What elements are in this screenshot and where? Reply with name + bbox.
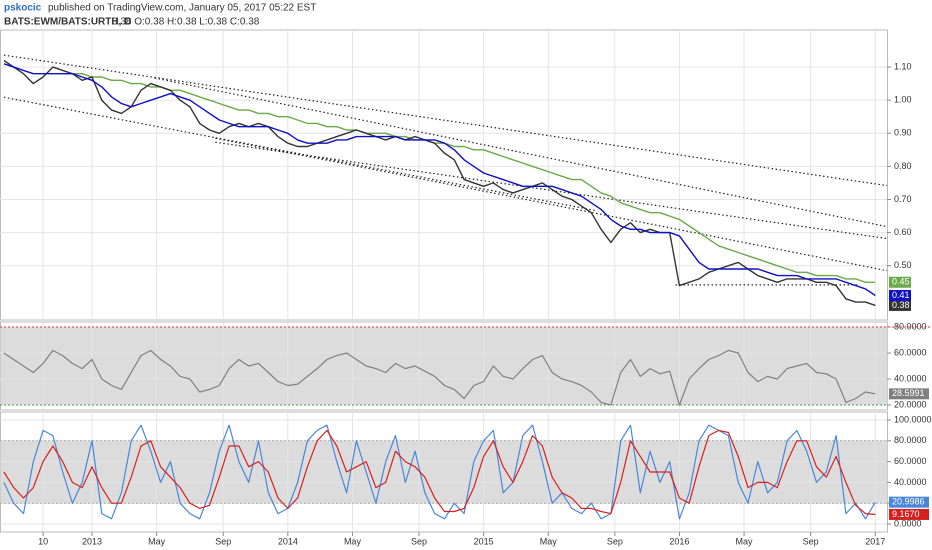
series-line (62, 73, 876, 283)
x-tick-label: 2017 (865, 536, 885, 546)
y-tick-label: 20.0000 (894, 399, 927, 409)
x-tick-label: May (736, 536, 754, 546)
trend-line (154, 77, 888, 228)
band-fill (0, 327, 888, 405)
y-tick-label: 1.10 (894, 61, 912, 71)
last-value-box (889, 290, 911, 302)
y-tick-label: 60.0000 (894, 456, 927, 466)
x-tick-label: Sep (411, 536, 427, 546)
y-tick-label: 1.00 (894, 95, 912, 105)
x-tick-label: Sep (803, 536, 819, 546)
last-value-label: 0.45 (892, 277, 910, 287)
x-tick-label: 2015 (474, 536, 494, 546)
y-tick-label: 0.80 (894, 161, 912, 171)
y-tick-label: 0.90 (894, 128, 912, 138)
last-value-box (889, 496, 929, 508)
band-fill (0, 440, 888, 504)
x-tick-label: 10 (38, 536, 48, 546)
ohlc: 0.38 O:0.38 H:0.38 L:0.38 C:0.38 (112, 17, 260, 28)
x-tick-label: May (540, 536, 558, 546)
x-tick-label: May (148, 536, 166, 546)
y-tick-label: 0.50 (894, 260, 912, 270)
last-value-box (889, 299, 911, 311)
y-tick-label: 0.70 (894, 194, 912, 204)
y-tick-label: 100.0000 (894, 414, 932, 424)
y-tick-label: 40.0000 (894, 373, 927, 383)
author[interactable]: pskocic (4, 3, 42, 14)
series-line (3, 424, 876, 520)
x-tick-label: Sep (607, 536, 623, 546)
y-tick-label: 0.60 (894, 227, 912, 237)
last-value-label: 0.41 (892, 290, 910, 300)
last-value-label: 9.1670 (892, 509, 920, 519)
x-tick-label: Sep (215, 536, 231, 546)
published: published on TradingView.com, January 05… (48, 3, 316, 14)
x-tick-label: 2014 (278, 536, 298, 546)
x-tick-label: 2013 (82, 536, 102, 546)
y-tick-label: 40.0000 (894, 477, 927, 487)
series-line (3, 59, 876, 307)
pane (0, 29, 888, 321)
series-line (3, 429, 876, 516)
last-value-label: 28.5991 (892, 388, 925, 398)
y-tick-label: 60.0000 (894, 347, 927, 357)
last-value-box (889, 276, 911, 288)
series-line (3, 63, 876, 297)
last-value-box (889, 508, 929, 520)
trend-line (215, 141, 888, 240)
symbol: BATS:EWM/BATS:URTH, D (4, 17, 131, 28)
trend-line (3, 54, 888, 187)
last-value-box (889, 388, 929, 400)
last-value-label: 0.38 (892, 300, 910, 310)
y-tick-label: 80.0000 (894, 321, 927, 331)
series-line (3, 349, 876, 406)
x-tick-label: May (344, 536, 362, 546)
y-tick-label: 80.0000 (894, 435, 927, 445)
y-tick-label: 0.0000 (894, 518, 922, 528)
x-tick-label: 2016 (669, 536, 689, 546)
last-value-label: 20.9986 (892, 497, 925, 507)
